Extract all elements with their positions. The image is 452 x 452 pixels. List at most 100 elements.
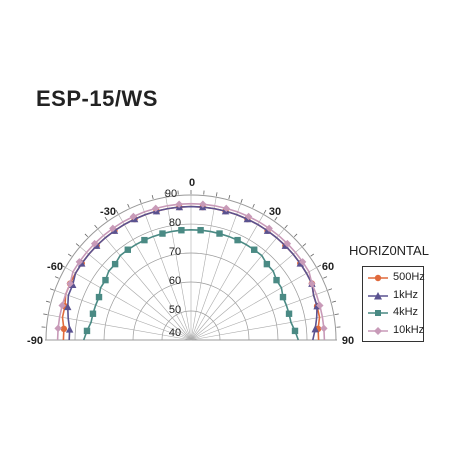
data-point xyxy=(308,279,316,288)
angle-tick-mark xyxy=(115,209,119,214)
grid-spoke xyxy=(190,196,217,341)
data-point xyxy=(273,276,280,284)
angle-tick-mark xyxy=(43,313,48,316)
data-point xyxy=(129,212,138,221)
grid-spoke xyxy=(165,196,192,341)
angle-tick-mark xyxy=(67,253,72,257)
angle-tick-label: 60 xyxy=(322,261,334,273)
angle-tick-mark xyxy=(240,198,243,203)
legend-label: 10kHz xyxy=(393,323,425,336)
data-point xyxy=(178,227,185,234)
grid-spoke xyxy=(47,314,192,341)
grid-spoke xyxy=(190,289,329,341)
data-point xyxy=(320,324,328,333)
angle-tick-mark xyxy=(328,288,333,291)
legend-item: 500Hz xyxy=(367,270,425,286)
grid-spoke xyxy=(78,245,192,341)
angle-tick-mark xyxy=(54,276,59,279)
data-point xyxy=(64,302,72,311)
angle-tick-mark xyxy=(46,300,51,303)
orientation-label: HORIZ0NTAL xyxy=(349,243,429,258)
data-point xyxy=(175,200,183,208)
angle-tick-label: -30 xyxy=(100,206,116,218)
radial-tick-label: 90 xyxy=(165,188,177,200)
data-point xyxy=(102,276,109,284)
angle-tick-mark xyxy=(75,243,80,247)
series-line xyxy=(56,202,326,341)
data-point xyxy=(283,239,292,248)
angle-tick-mark xyxy=(252,203,255,208)
angle-tick-mark xyxy=(331,300,336,303)
angle-tick-mark xyxy=(151,195,154,200)
angle-tick-mark xyxy=(94,224,98,229)
data-point xyxy=(265,224,273,233)
data-point xyxy=(222,204,230,213)
data-point xyxy=(159,230,166,237)
legend-item: 1kHz xyxy=(367,288,425,304)
angle-tick-mark xyxy=(60,264,65,268)
angle-tick-mark xyxy=(263,209,267,214)
legend-marker xyxy=(368,326,388,335)
legend-marker xyxy=(368,274,388,282)
data-point xyxy=(65,325,74,333)
data-point xyxy=(216,230,223,237)
series-line xyxy=(82,228,300,341)
radial-tick-label: 60 xyxy=(169,275,181,287)
data-point xyxy=(95,293,103,301)
data-point xyxy=(111,260,119,268)
angle-tick-mark xyxy=(104,216,108,221)
legend: 500Hz 1kHz 4kHz 10kHz xyxy=(362,266,425,342)
grid-spoke xyxy=(140,202,192,341)
data-point xyxy=(199,200,207,208)
angle-tick-mark xyxy=(317,264,322,268)
data-point xyxy=(90,239,99,248)
data-point xyxy=(124,246,131,253)
data-point xyxy=(251,246,258,253)
angle-tick-mark xyxy=(293,233,298,238)
grid-spoke xyxy=(53,289,192,341)
data-point xyxy=(66,279,74,288)
data-point xyxy=(54,324,62,333)
grid-spoke xyxy=(190,202,242,341)
grid-spoke xyxy=(190,213,265,341)
angle-tick-mark xyxy=(164,192,167,197)
angle-tick-mark xyxy=(228,195,231,200)
data-point xyxy=(285,310,293,317)
data-point xyxy=(58,301,66,310)
radial-tick-label: 40 xyxy=(169,327,181,339)
grid-spoke xyxy=(190,266,318,341)
grid-spoke xyxy=(190,314,335,341)
data-point xyxy=(291,327,299,335)
angle-tick-mark xyxy=(215,192,218,197)
angle-tick-label: 0 xyxy=(189,177,195,189)
angle-tick-mark xyxy=(323,276,328,279)
angle-tick-label: 90 xyxy=(342,335,354,347)
angle-tick-mark xyxy=(302,243,307,247)
legend-marker xyxy=(368,291,388,299)
grid-spoke xyxy=(117,213,192,341)
data-point xyxy=(75,258,84,266)
angle-tick-mark xyxy=(310,253,315,257)
grid-spoke xyxy=(190,245,304,341)
data-point xyxy=(60,325,68,333)
chart-title: ESP-15/WS xyxy=(36,86,158,111)
data-point xyxy=(89,310,97,317)
angle-tick-mark xyxy=(84,233,89,238)
radial-tick-label: 70 xyxy=(169,246,181,258)
data-point xyxy=(263,260,271,268)
angle-tick-mark xyxy=(127,203,130,208)
legend-label: 4kHz xyxy=(393,306,419,318)
radial-tick-label: 50 xyxy=(169,304,181,316)
angle-tick-mark xyxy=(334,313,339,316)
angle-tick-label: -90 xyxy=(27,335,43,347)
angle-tick-mark xyxy=(49,288,54,291)
data-point xyxy=(83,327,91,335)
data-point xyxy=(244,212,253,221)
angle-tick-label: 30 xyxy=(269,206,281,218)
data-point xyxy=(311,325,319,333)
data-point xyxy=(279,293,287,301)
legend-item: 10kHz xyxy=(367,323,425,339)
angle-tick-mark xyxy=(274,216,278,221)
legend-marker xyxy=(368,310,388,316)
